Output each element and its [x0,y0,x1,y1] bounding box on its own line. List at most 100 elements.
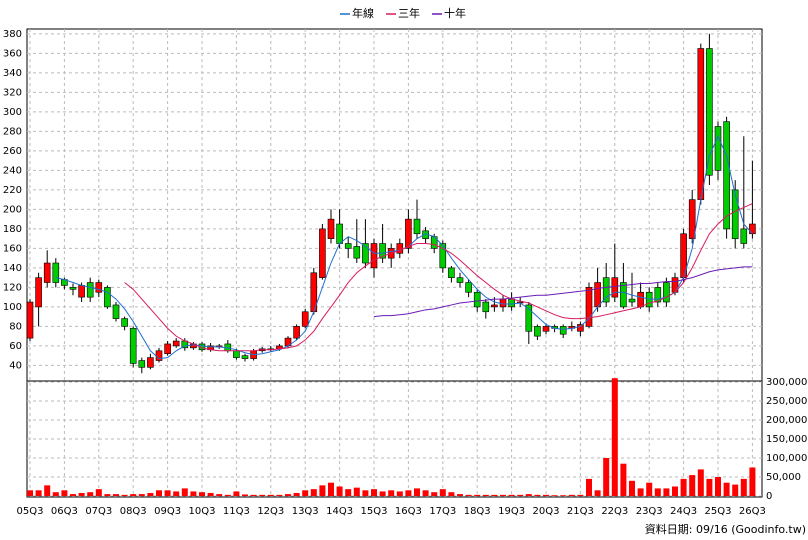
volume-bar [259,494,266,496]
volume-bar [457,494,463,496]
volume-bar [233,491,240,496]
volume-bar [328,482,334,496]
x-tick-label: 08Q3 [120,506,147,517]
candle-body [129,328,137,364]
volume-bar [594,490,601,496]
volume-bar [250,494,257,496]
volume-bar [147,492,154,496]
volume-bar [95,489,102,496]
candle-body [456,277,464,283]
candle-body [164,343,171,354]
x-tick-label: 18Q3 [464,506,491,517]
volume-bar [276,494,283,496]
volume-bar [156,490,162,496]
volume-bar [525,494,532,496]
volume-bar [654,488,661,496]
volume-bar [611,378,618,496]
volume-bar [207,492,214,496]
volume-bar [336,486,343,496]
y2-tick-label: 250,000 [766,396,807,407]
candle-body [585,287,593,327]
volume-bar [439,489,446,496]
ma-line [124,203,753,352]
candle-body [362,243,369,264]
volume-bar [491,494,498,496]
candle-body [52,262,60,283]
candle-body [327,218,335,239]
candle-body [43,262,51,283]
candle-body [525,304,533,332]
y-tick-label: 340 [3,68,22,79]
volume-bar [620,463,627,496]
volume-bar [44,485,51,496]
y-tick-label: 160 [3,243,22,254]
candle-body [233,350,240,358]
candle-body [26,301,34,339]
y-tick-label: 60 [9,341,22,352]
volume-bar [319,485,326,496]
candle-body [602,277,610,303]
volume-bar [388,490,395,496]
candle-body [147,357,154,368]
candle-body [413,218,421,235]
x-tick-label: 09Q3 [154,506,181,517]
candle-body [86,282,94,298]
x-tick-label: 14Q3 [326,506,353,517]
candle-body [620,282,627,308]
volume-bar [508,494,515,496]
x-tick-label: 21Q3 [567,506,594,517]
volume-bar [190,491,197,496]
y-tick-label: 260 [3,146,22,157]
legend-label: 十年 [444,6,466,20]
candle-body [611,277,619,298]
candle-body [637,291,644,308]
volume-bar [629,480,635,496]
volume-bar [224,494,231,496]
volume-bar [52,492,59,496]
y-tick-label: 280 [3,126,22,137]
candle-body [577,324,584,332]
candle-body [731,189,739,239]
candle-body [138,360,146,368]
volume-bar [732,484,739,496]
candle-body [663,282,670,303]
volume-bar [697,469,704,496]
x-tick-label: 22Q3 [601,506,628,517]
volume-bar [302,490,309,496]
y-tick-label: 360 [3,48,22,59]
x-tick-label: 17Q3 [429,506,456,517]
volume-bar [672,486,678,496]
legend-label: 三年 [398,6,420,20]
volume-bar [422,490,429,496]
y2-tick-label: 150,000 [766,434,807,445]
x-tick-label: 24Q3 [670,506,697,517]
candle-body [439,243,447,269]
volume-bar [35,490,42,496]
volume-bar [568,494,575,496]
candle-body [482,301,490,313]
y-tick-label: 240 [3,165,22,176]
ma-line [373,266,753,318]
y2-tick-label: 100,000 [766,453,807,464]
volume-bar [414,488,420,496]
volume-bar [396,491,403,496]
volume-bar [680,478,687,496]
y-tick-label: 80 [9,321,22,332]
candle-body [542,326,550,332]
volume-bar [121,494,128,496]
volume-bar [405,490,412,496]
volume-bar [173,491,180,496]
x-tick-label: 11Q3 [223,506,250,517]
volume-bar [474,494,481,496]
x-tick-label: 10Q3 [189,506,216,517]
y-tick-label: 300 [3,107,22,118]
candle-body [379,243,386,259]
candle-body [121,318,128,327]
volume-bar [371,489,377,496]
volume-bar [543,494,549,496]
volume-bar [637,488,644,496]
volume-bar [379,491,386,496]
footer: 資料日期: 09/16 (Goodinfo.tw) [645,522,806,536]
